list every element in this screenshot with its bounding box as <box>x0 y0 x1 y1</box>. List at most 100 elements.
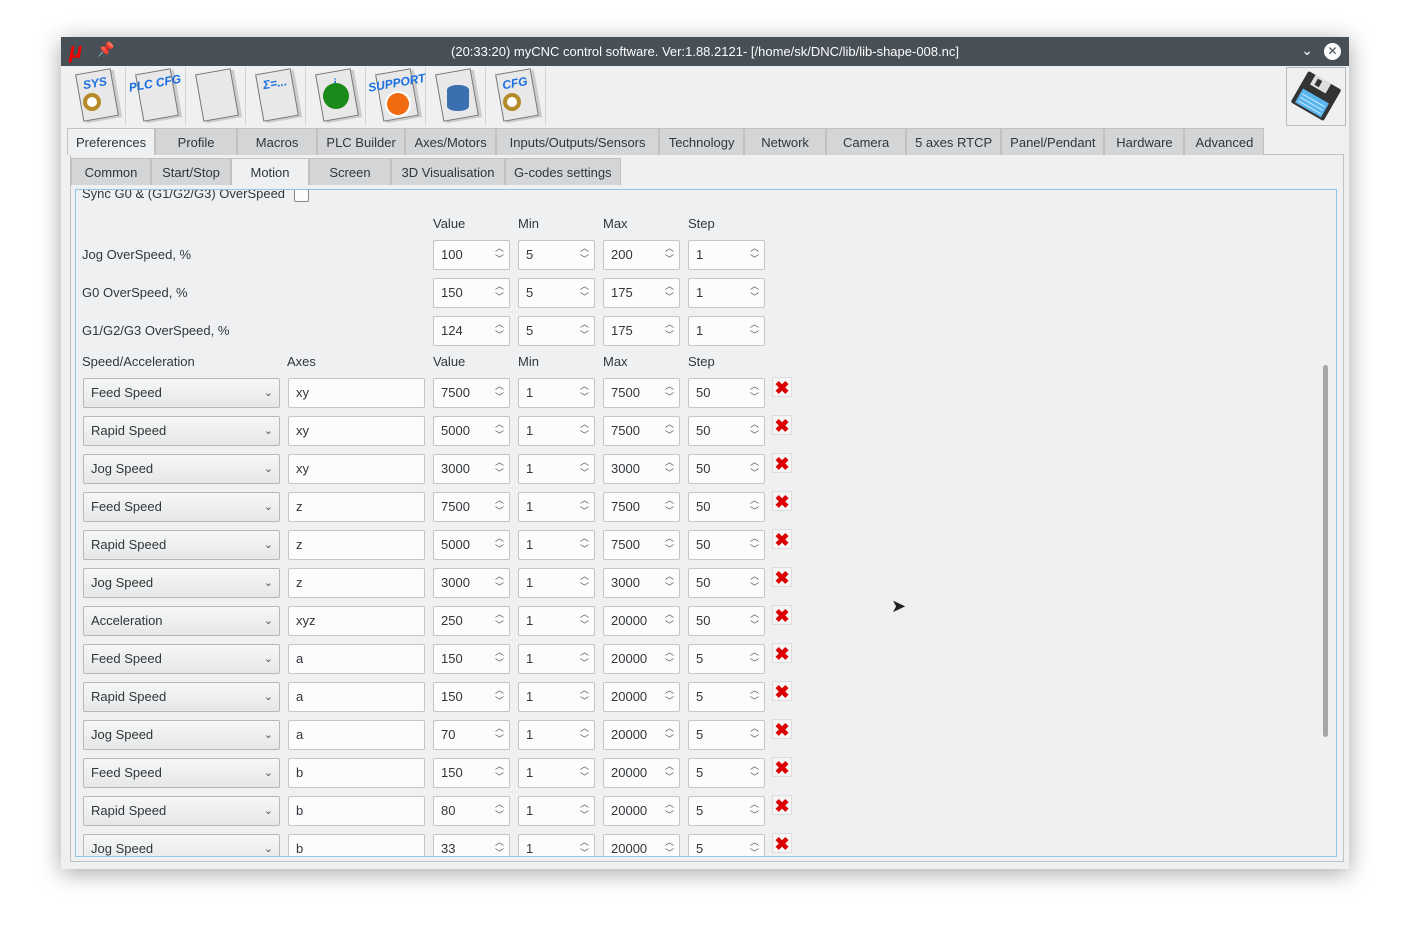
spin-arrows-icon[interactable]: ︿ ﹀ <box>579 837 589 857</box>
speed-value-spinbox[interactable]: 150 ︿ ﹀ <box>433 644 510 674</box>
spin-arrows-icon[interactable]: ︿ ﹀ <box>749 381 759 402</box>
speed-step-spinbox[interactable]: 50 ︿ ﹀ <box>688 378 765 408</box>
spin-arrows-icon[interactable]: ︿ ﹀ <box>579 533 589 554</box>
spin-arrows-icon[interactable]: ︿ ﹀ <box>664 723 674 744</box>
spin-arrows-icon[interactable]: ︿ ﹀ <box>579 799 589 820</box>
tab-screen[interactable]: Screen <box>309 158 391 185</box>
overspeed-min-spinbox[interactable]: 5 ︿ ﹀ <box>518 316 595 346</box>
delete-row-icon[interactable]: ✖ <box>772 453 792 474</box>
spin-arrows-icon[interactable]: ︿ ﹀ <box>749 799 759 820</box>
speed-value-spinbox[interactable]: 7500 ︿ ﹀ <box>433 492 510 522</box>
speed-step-spinbox[interactable]: 50 ︿ ﹀ <box>688 492 765 522</box>
tab-hardware[interactable]: Hardware <box>1104 128 1185 155</box>
toolbar-button-5[interactable]: SUPPORT <box>367 67 426 125</box>
toolbar-button-6[interactable] <box>427 67 486 125</box>
tab-network[interactable]: Network <box>744 128 827 155</box>
spin-arrows-icon[interactable]: ︿ ﹀ <box>664 647 674 668</box>
spin-arrows-icon[interactable]: ︿ ﹀ <box>579 761 589 782</box>
axes-input[interactable]: a <box>288 644 425 674</box>
spin-arrows-icon[interactable]: ︿ ﹀ <box>664 571 674 592</box>
speed-min-spinbox[interactable]: 1 ︿ ﹀ <box>518 568 595 598</box>
spin-arrows-icon[interactable]: ︿ ﹀ <box>749 647 759 668</box>
speed-max-spinbox[interactable]: 7500 ︿ ﹀ <box>603 530 680 560</box>
tab-camera[interactable]: Camera <box>826 128 907 155</box>
toolbar-button-4[interactable]: i <box>307 67 366 125</box>
speed-type-dropdown[interactable]: Feed Speed ⌄ <box>83 644 280 674</box>
spin-arrows-icon[interactable]: ︿ ﹀ <box>494 723 504 744</box>
speed-max-spinbox[interactable]: 7500 ︿ ﹀ <box>603 492 680 522</box>
speed-type-dropdown[interactable]: Rapid Speed ⌄ <box>83 796 280 826</box>
spin-arrows-icon[interactable]: ︿ ﹀ <box>494 419 504 440</box>
spin-arrows-icon[interactable]: ︿ ﹀ <box>664 685 674 706</box>
spin-arrows-icon[interactable]: ︿ ﹀ <box>579 419 589 440</box>
delete-row-icon[interactable]: ✖ <box>772 529 792 550</box>
spin-arrows-icon[interactable]: ︿ ﹀ <box>494 837 504 857</box>
axes-input[interactable]: b <box>288 796 425 826</box>
spin-arrows-icon[interactable]: ︿ ﹀ <box>579 495 589 516</box>
speed-value-spinbox[interactable]: 7500 ︿ ﹀ <box>433 378 510 408</box>
spin-arrows-icon[interactable]: ︿ ﹀ <box>664 799 674 820</box>
speed-max-spinbox[interactable]: 20000 ︿ ﹀ <box>603 606 680 636</box>
speed-value-spinbox[interactable]: 80 ︿ ﹀ <box>433 796 510 826</box>
speed-step-spinbox[interactable]: 5 ︿ ﹀ <box>688 796 765 826</box>
spin-arrows-icon[interactable]: ︿ ﹀ <box>579 319 589 340</box>
spin-arrows-icon[interactable]: ︿ ﹀ <box>749 609 759 630</box>
delete-row-icon[interactable]: ✖ <box>772 795 792 816</box>
overspeed-max-spinbox[interactable]: 175 ︿ ﹀ <box>603 278 680 308</box>
delete-row-icon[interactable]: ✖ <box>772 377 792 398</box>
speed-min-spinbox[interactable]: 1 ︿ ﹀ <box>518 416 595 446</box>
spin-arrows-icon[interactable]: ︿ ﹀ <box>749 533 759 554</box>
spin-arrows-icon[interactable]: ︿ ﹀ <box>664 319 674 340</box>
speed-min-spinbox[interactable]: 1 ︿ ﹀ <box>518 644 595 674</box>
speed-type-dropdown[interactable]: Jog Speed ⌄ <box>83 834 280 856</box>
axes-input[interactable]: a <box>288 682 425 712</box>
spin-arrows-icon[interactable]: ︿ ﹀ <box>494 685 504 706</box>
speed-max-spinbox[interactable]: 20000 ︿ ﹀ <box>603 682 680 712</box>
axes-input[interactable]: b <box>288 758 425 788</box>
speed-type-dropdown[interactable]: Feed Speed ⌄ <box>83 758 280 788</box>
axes-input[interactable]: xy <box>288 378 425 408</box>
speed-type-dropdown[interactable]: Rapid Speed ⌄ <box>83 682 280 712</box>
speed-max-spinbox[interactable]: 20000 ︿ ﹀ <box>603 758 680 788</box>
spin-arrows-icon[interactable]: ︿ ﹀ <box>749 319 759 340</box>
spin-arrows-icon[interactable]: ︿ ﹀ <box>664 419 674 440</box>
spin-arrows-icon[interactable]: ︿ ﹀ <box>664 609 674 630</box>
speed-value-spinbox[interactable]: 150 ︿ ﹀ <box>433 758 510 788</box>
spin-arrows-icon[interactable]: ︿ ﹀ <box>579 281 589 302</box>
tab-5-axes-rtcp[interactable]: 5 axes RTCP <box>906 128 1002 155</box>
speed-value-spinbox[interactable]: 3000 ︿ ﹀ <box>433 454 510 484</box>
speed-value-spinbox[interactable]: 150 ︿ ﹀ <box>433 682 510 712</box>
speed-type-dropdown[interactable]: Rapid Speed ⌄ <box>83 530 280 560</box>
tab-macros[interactable]: Macros <box>237 128 318 155</box>
speed-value-spinbox[interactable]: 250 ︿ ﹀ <box>433 606 510 636</box>
speed-min-spinbox[interactable]: 1 ︿ ﹀ <box>518 796 595 826</box>
save-button[interactable] <box>1286 67 1346 126</box>
spin-arrows-icon[interactable]: ︿ ﹀ <box>494 381 504 402</box>
spin-arrows-icon[interactable]: ︿ ﹀ <box>749 281 759 302</box>
speed-type-dropdown[interactable]: Acceleration ⌄ <box>83 606 280 636</box>
tab-3d-visualisation[interactable]: 3D Visualisation <box>391 158 505 185</box>
speed-max-spinbox[interactable]: 3000 ︿ ﹀ <box>603 454 680 484</box>
overspeed-step-spinbox[interactable]: 1 ︿ ﹀ <box>688 240 765 270</box>
tab-profile[interactable]: Profile <box>155 128 238 155</box>
spin-arrows-icon[interactable]: ︿ ﹀ <box>749 837 759 857</box>
vertical-scrollbar[interactable] <box>1323 365 1328 737</box>
speed-min-spinbox[interactable]: 1 ︿ ﹀ <box>518 454 595 484</box>
spin-arrows-icon[interactable]: ︿ ﹀ <box>494 609 504 630</box>
axes-input[interactable]: xy <box>288 454 425 484</box>
speed-max-spinbox[interactable]: 7500 ︿ ﹀ <box>603 378 680 408</box>
spin-arrows-icon[interactable]: ︿ ﹀ <box>494 799 504 820</box>
delete-row-icon[interactable]: ✖ <box>772 567 792 588</box>
speed-value-spinbox[interactable]: 33 ︿ ﹀ <box>433 834 510 857</box>
overspeed-min-spinbox[interactable]: 5 ︿ ﹀ <box>518 278 595 308</box>
speed-max-spinbox[interactable]: 20000 ︿ ﹀ <box>603 834 680 856</box>
tab-common[interactable]: Common <box>71 158 151 185</box>
axes-input[interactable]: xy <box>288 416 425 446</box>
delete-row-icon[interactable]: ✖ <box>772 719 792 740</box>
overspeed-value-spinbox[interactable]: 100 ︿ ﹀ <box>433 240 510 270</box>
delete-row-icon[interactable]: ✖ <box>772 643 792 664</box>
spin-arrows-icon[interactable]: ︿ ﹀ <box>494 281 504 302</box>
speed-step-spinbox[interactable]: 5 ︿ ﹀ <box>688 644 765 674</box>
spin-arrows-icon[interactable]: ︿ ﹀ <box>749 243 759 264</box>
spin-arrows-icon[interactable]: ︿ ﹀ <box>749 495 759 516</box>
